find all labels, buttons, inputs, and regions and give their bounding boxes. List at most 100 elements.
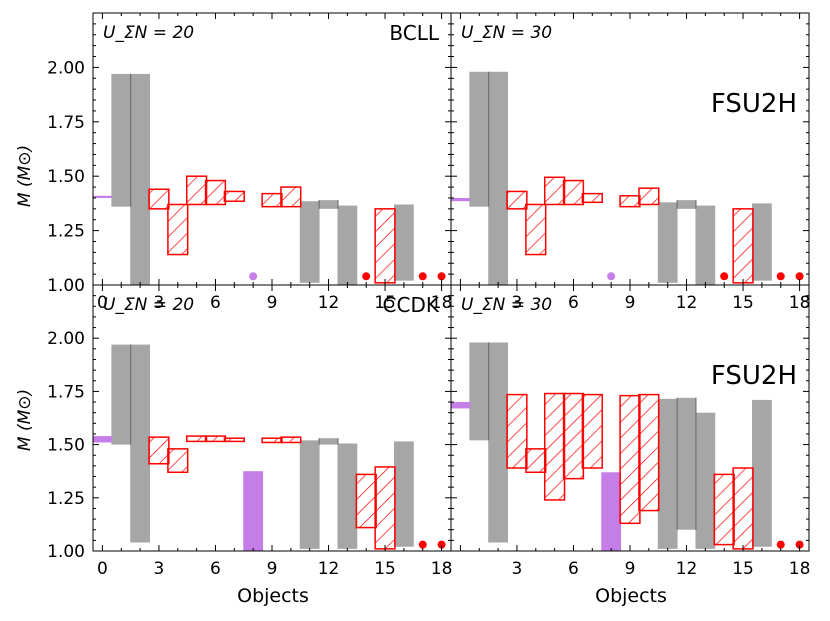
bar-red-hatched-6 <box>280 436 302 444</box>
chart-panel-bottom-left: 0 3 6 9 12 15 18 1.00 1.25 1.50 1.75 2.00 U_ΣN = 20 C… <box>47 284 452 579</box>
bar-gray-3 <box>676 397 697 530</box>
bar-red-hatched-1 <box>525 448 547 474</box>
x-tick-label: 9 <box>267 559 278 579</box>
y-axis-label-bottom: M (M⊙) <box>15 389 35 451</box>
bar-red-hatched-0 <box>148 188 170 210</box>
y-axis-label-top: M (M⊙) <box>15 145 35 207</box>
y-tick-label: 2.00 <box>47 58 85 78</box>
y-tick-label: 1.75 <box>47 382 85 402</box>
y-tick-label: 1.00 <box>47 542 85 562</box>
x-tick-label: 12 <box>318 293 340 313</box>
bar-gray-2 <box>657 398 678 549</box>
x-axis-label-right: Objects <box>595 585 667 607</box>
bar-red-hatched-7 <box>732 208 754 284</box>
bar-gray-4 <box>695 412 716 549</box>
bar-red-hatched-2 <box>543 392 566 501</box>
x-tick-label: 0 <box>97 293 108 313</box>
point-red-dot-0 <box>418 540 427 549</box>
bar-red-hatched-4 <box>581 192 603 204</box>
bar-red-hatched-1 <box>525 203 547 256</box>
y-tick-label: 1.25 <box>47 222 85 242</box>
panel-label-right: CCDK <box>383 293 440 317</box>
bar-red-hatched-4 <box>223 437 245 443</box>
panel-label-right: BCLL <box>389 21 439 45</box>
bar-gray-4 <box>695 205 716 285</box>
y-tick-label: 1.50 <box>47 167 85 187</box>
bar-red-hatched-2 <box>543 176 566 206</box>
point-red-dot-1 <box>795 540 804 549</box>
x-tick-label: 3 <box>512 559 523 579</box>
bar-red-hatched-7 <box>355 473 377 529</box>
bar-red-hatched-3 <box>562 179 585 206</box>
bar-gray-0 <box>469 342 490 441</box>
x-tick-label: 9 <box>267 293 278 313</box>
y-tick-label: 1.25 <box>47 489 85 509</box>
chart-panel-top-right: 3 6 9 12 15 18 U_ΣN = 30 FSU2H <box>450 12 811 313</box>
bar-gray-3 <box>676 200 697 209</box>
panel-label-right: FSU2H <box>711 361 797 391</box>
panel-label-left: U_ΣN = 30 <box>461 295 552 315</box>
x-tick-label: 6 <box>568 559 579 579</box>
panel-label-right: FSU2H <box>711 89 797 119</box>
bar-gray-5 <box>394 204 414 281</box>
x-tick-label: 0 <box>97 559 108 579</box>
x-tick-label: 18 <box>789 293 811 313</box>
point-purple-dot-0 <box>249 272 258 281</box>
x-tick-label: 3 <box>154 293 165 313</box>
bar-gray-5 <box>752 399 772 547</box>
bar-gray-5 <box>394 441 414 547</box>
bar-gray-0 <box>469 71 490 207</box>
point-red-dot-1 <box>418 272 427 281</box>
y-tick-label: 2.00 <box>47 329 85 349</box>
bar-red-hatched-7 <box>713 473 735 546</box>
panel-label-left: U_ΣN = 30 <box>461 23 552 43</box>
bar-gray-1 <box>130 73 150 285</box>
x-tick-label: 12 <box>676 293 698 313</box>
bar-purple-0 <box>92 195 113 198</box>
bar-red-hatched-8 <box>732 467 754 550</box>
bar-red-hatched-5 <box>619 195 641 208</box>
point-red-dot-2 <box>437 272 446 281</box>
bar-gray-1 <box>130 344 150 543</box>
x-tick-label: 9 <box>625 559 636 579</box>
bar-red-hatched-5 <box>261 437 283 444</box>
point-purple-dot-0 <box>607 272 616 281</box>
bar-red-hatched-3 <box>204 435 227 443</box>
bar-red-hatched-6 <box>280 186 302 208</box>
bar-gray-3 <box>318 438 339 445</box>
x-tick-label: 3 <box>512 293 523 313</box>
bar-gray-2 <box>299 440 320 549</box>
bar-red-hatched-5 <box>261 192 283 208</box>
bar-purple-0 <box>450 402 471 409</box>
bar-red-hatched-4 <box>581 393 603 469</box>
bar-gray-1 <box>488 71 508 285</box>
bar-gray-5 <box>752 203 772 281</box>
y-tick-label: 1.50 <box>47 436 85 456</box>
chart-panel-bottom-right: 3 6 9 12 15 18 U_ΣN = 30 FSU2H <box>450 284 810 579</box>
point-red-dot-1 <box>437 540 446 549</box>
bar-gray-2 <box>657 202 678 283</box>
point-red-dot-0 <box>720 272 729 281</box>
bar-red-hatched-3 <box>562 392 585 480</box>
bar-red-hatched-6 <box>638 393 660 512</box>
bar-purple-1 <box>601 472 622 551</box>
x-tick-label: 3 <box>154 559 165 579</box>
chart-panel-top-left: 0 3 6 9 12 15 18 1.00 1.25 1.50 1.75 2.00 U_ΣN = 20 B… <box>47 12 453 313</box>
x-tick-label: 12 <box>318 559 340 579</box>
bar-red-hatched-8 <box>374 466 396 550</box>
x-tick-label: 12 <box>676 559 698 579</box>
x-tick-label: 18 <box>431 293 453 313</box>
bar-gray-0 <box>111 73 132 207</box>
bar-gray-1 <box>488 342 508 543</box>
panel-label-left: U_ΣN = 20 <box>103 23 194 43</box>
bar-red-hatched-2 <box>185 435 208 443</box>
point-red-dot-0 <box>776 540 785 549</box>
x-tick-label: 15 <box>374 559 396 579</box>
bar-red-hatched-6 <box>638 187 660 206</box>
bar-red-hatched-1 <box>167 448 189 474</box>
point-red-dot-0 <box>362 272 371 281</box>
bar-red-hatched-2 <box>185 175 208 206</box>
bar-red-hatched-0 <box>506 393 528 469</box>
point-red-dot-1 <box>776 272 785 281</box>
